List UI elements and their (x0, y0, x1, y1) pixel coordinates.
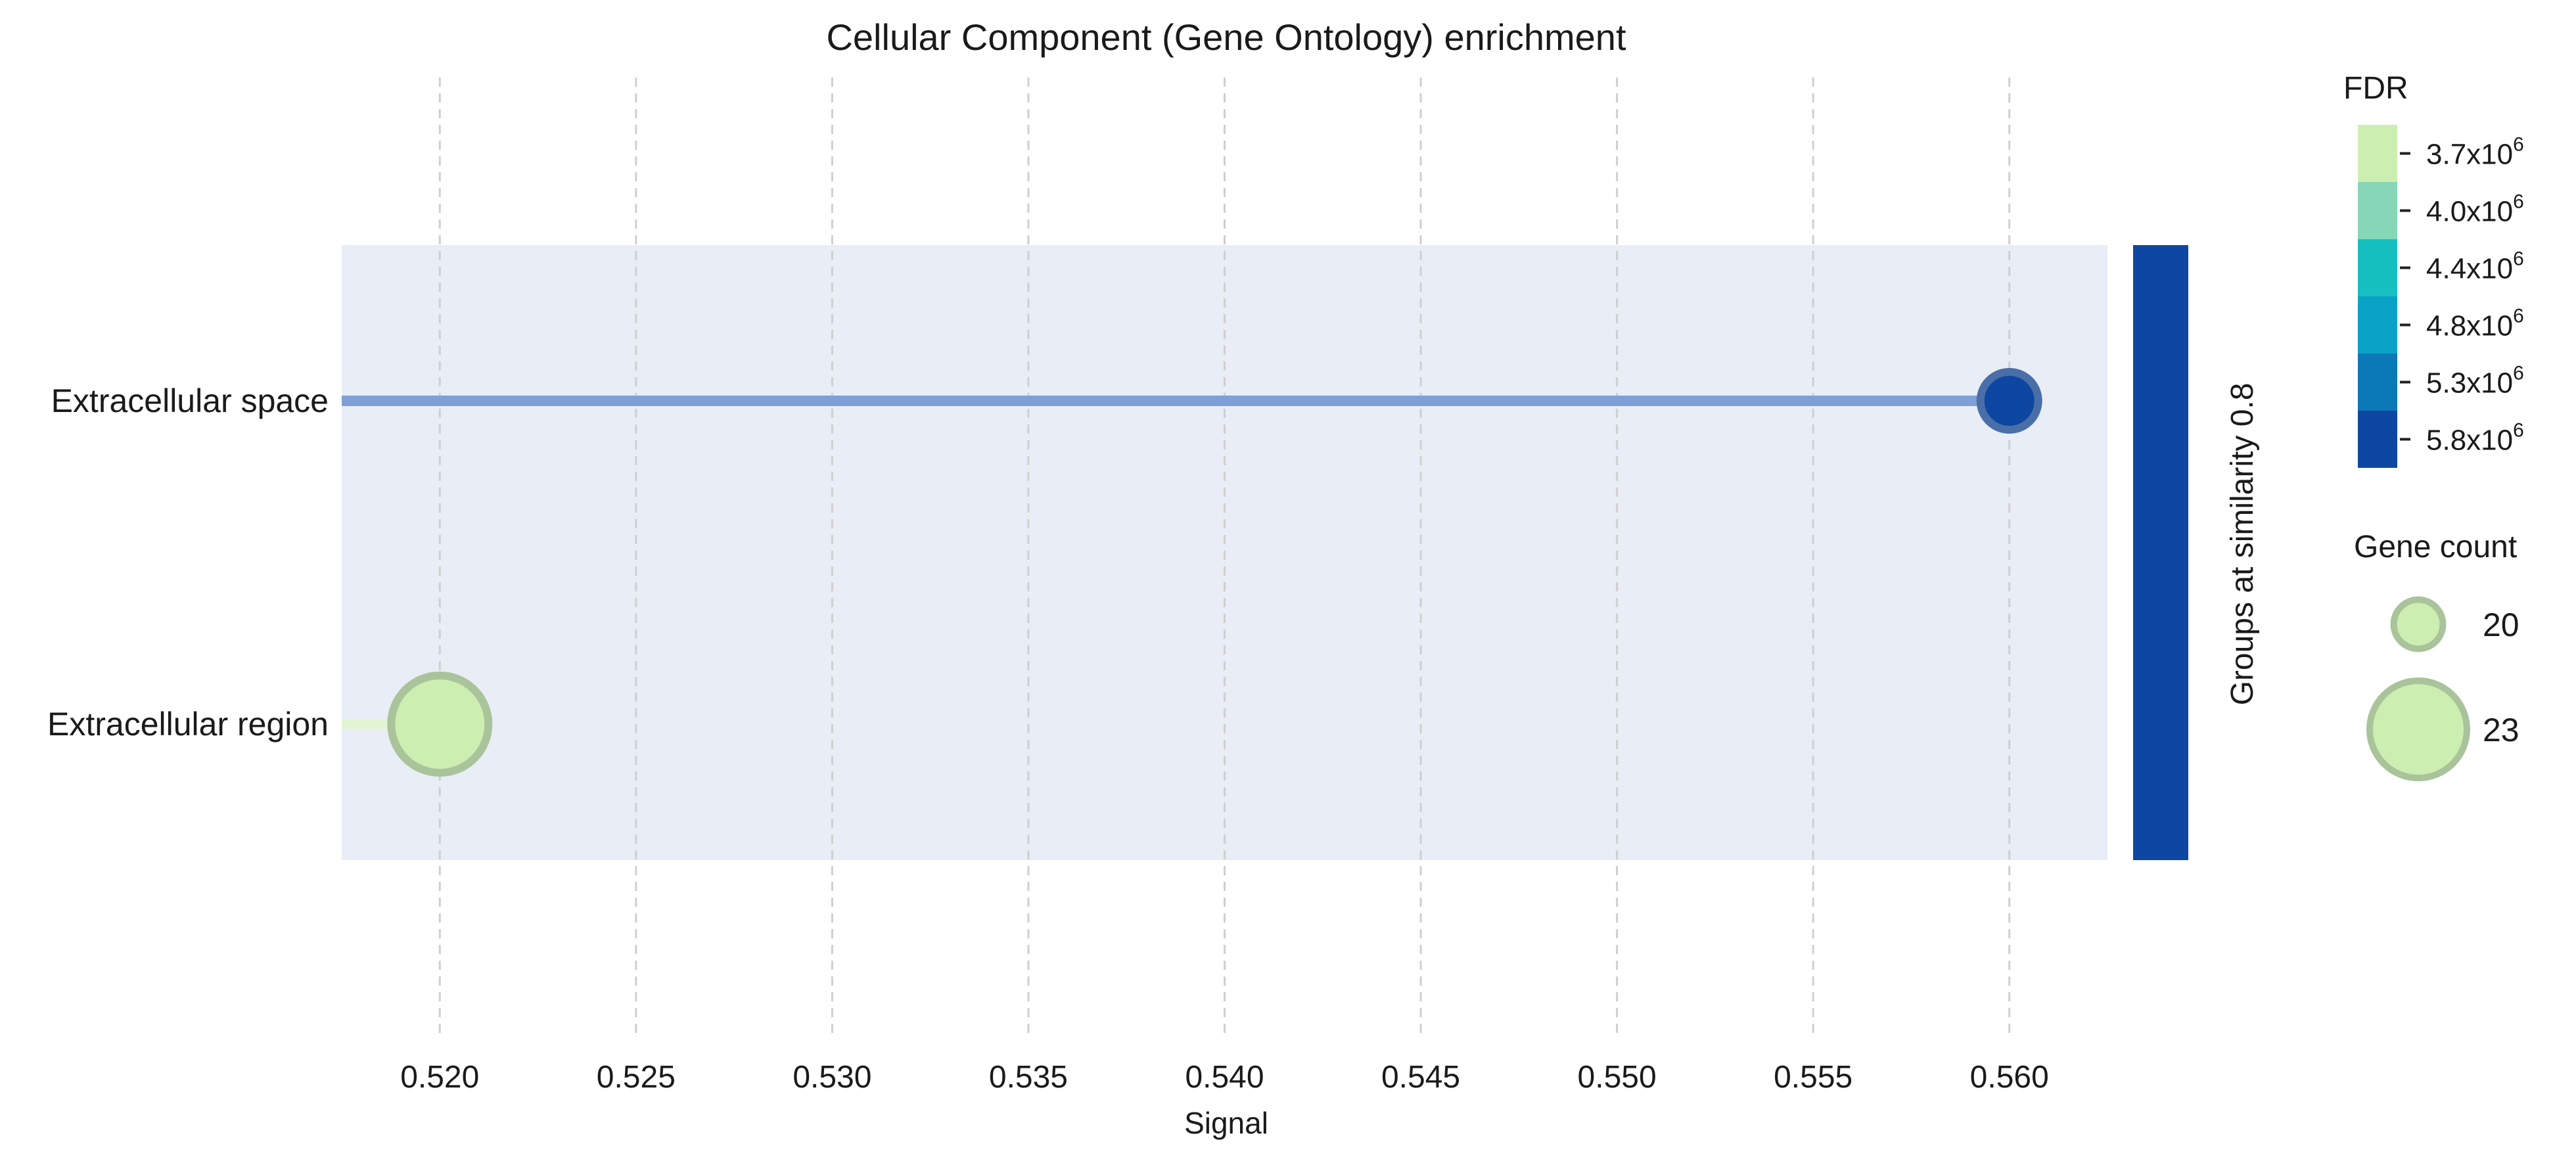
x-tick-label: 0.550 (1578, 1060, 1657, 1095)
x-tick-label: 0.525 (597, 1060, 676, 1095)
fdr-swatch (2358, 182, 2397, 239)
data-point (387, 672, 493, 777)
x-tick-label: 0.535 (989, 1060, 1068, 1095)
grid-lines (438, 78, 2011, 1037)
category-label: Extracellular space (51, 382, 329, 419)
fdr-level-label: 5.8x106 (2426, 420, 2524, 457)
fdr-swatch (2358, 354, 2397, 411)
group-band-label: Groups at similarity 0.8 (2225, 383, 2260, 706)
x-tick-labels: 0.520 0.525 0.530 0.535 0.540 0.545 0.550 0.555… (400, 1060, 2049, 1095)
gene-count-legend-title: Gene count (2354, 530, 2517, 564)
gene-count-label: 20 (2483, 606, 2519, 643)
fdr-level-label: 3.7x106 (2426, 134, 2524, 171)
x-tick-label: 0.560 (1970, 1060, 2049, 1095)
fdr-swatch (2358, 239, 2397, 296)
group-band (2133, 245, 2188, 860)
fdr-level-label: 4.0x106 (2426, 191, 2524, 228)
fdr-swatch (2358, 125, 2397, 182)
x-axis-label: Signal (1184, 1106, 1268, 1140)
x-tick-label: 0.540 (1185, 1060, 1264, 1095)
fdr-swatch (2358, 411, 2397, 468)
x-tick-label: 0.555 (1774, 1060, 1852, 1095)
gene-count-swatch (2390, 596, 2447, 652)
gene-count-swatch (2366, 677, 2470, 781)
fdr-legend-title: FDR (2343, 71, 2408, 106)
fdr-level-label: 5.3x106 (2426, 363, 2524, 400)
data-point (1976, 368, 2042, 434)
x-tick-label: 0.545 (1381, 1060, 1460, 1095)
data-points (387, 368, 2042, 777)
fdr-swatch (2358, 296, 2397, 354)
fdr-level-label: 4.4x106 (2426, 248, 2524, 285)
chart-title: Cellular Component (Gene Ontology) enric… (826, 16, 1626, 58)
gene-count-label: 23 (2483, 712, 2519, 748)
fdr-legend: 3.7x106 4.0x106 4.4x106 4.8x106 5.3x106 5.8x1… (2358, 125, 2524, 468)
fdr-level-label: 4.8x106 (2426, 306, 2524, 342)
x-tick-label: 0.520 (400, 1060, 479, 1095)
x-tick-label: 0.530 (793, 1060, 871, 1095)
category-labels: Extracellular space Extracellular region (47, 382, 329, 743)
category-label: Extracellular region (47, 706, 329, 743)
